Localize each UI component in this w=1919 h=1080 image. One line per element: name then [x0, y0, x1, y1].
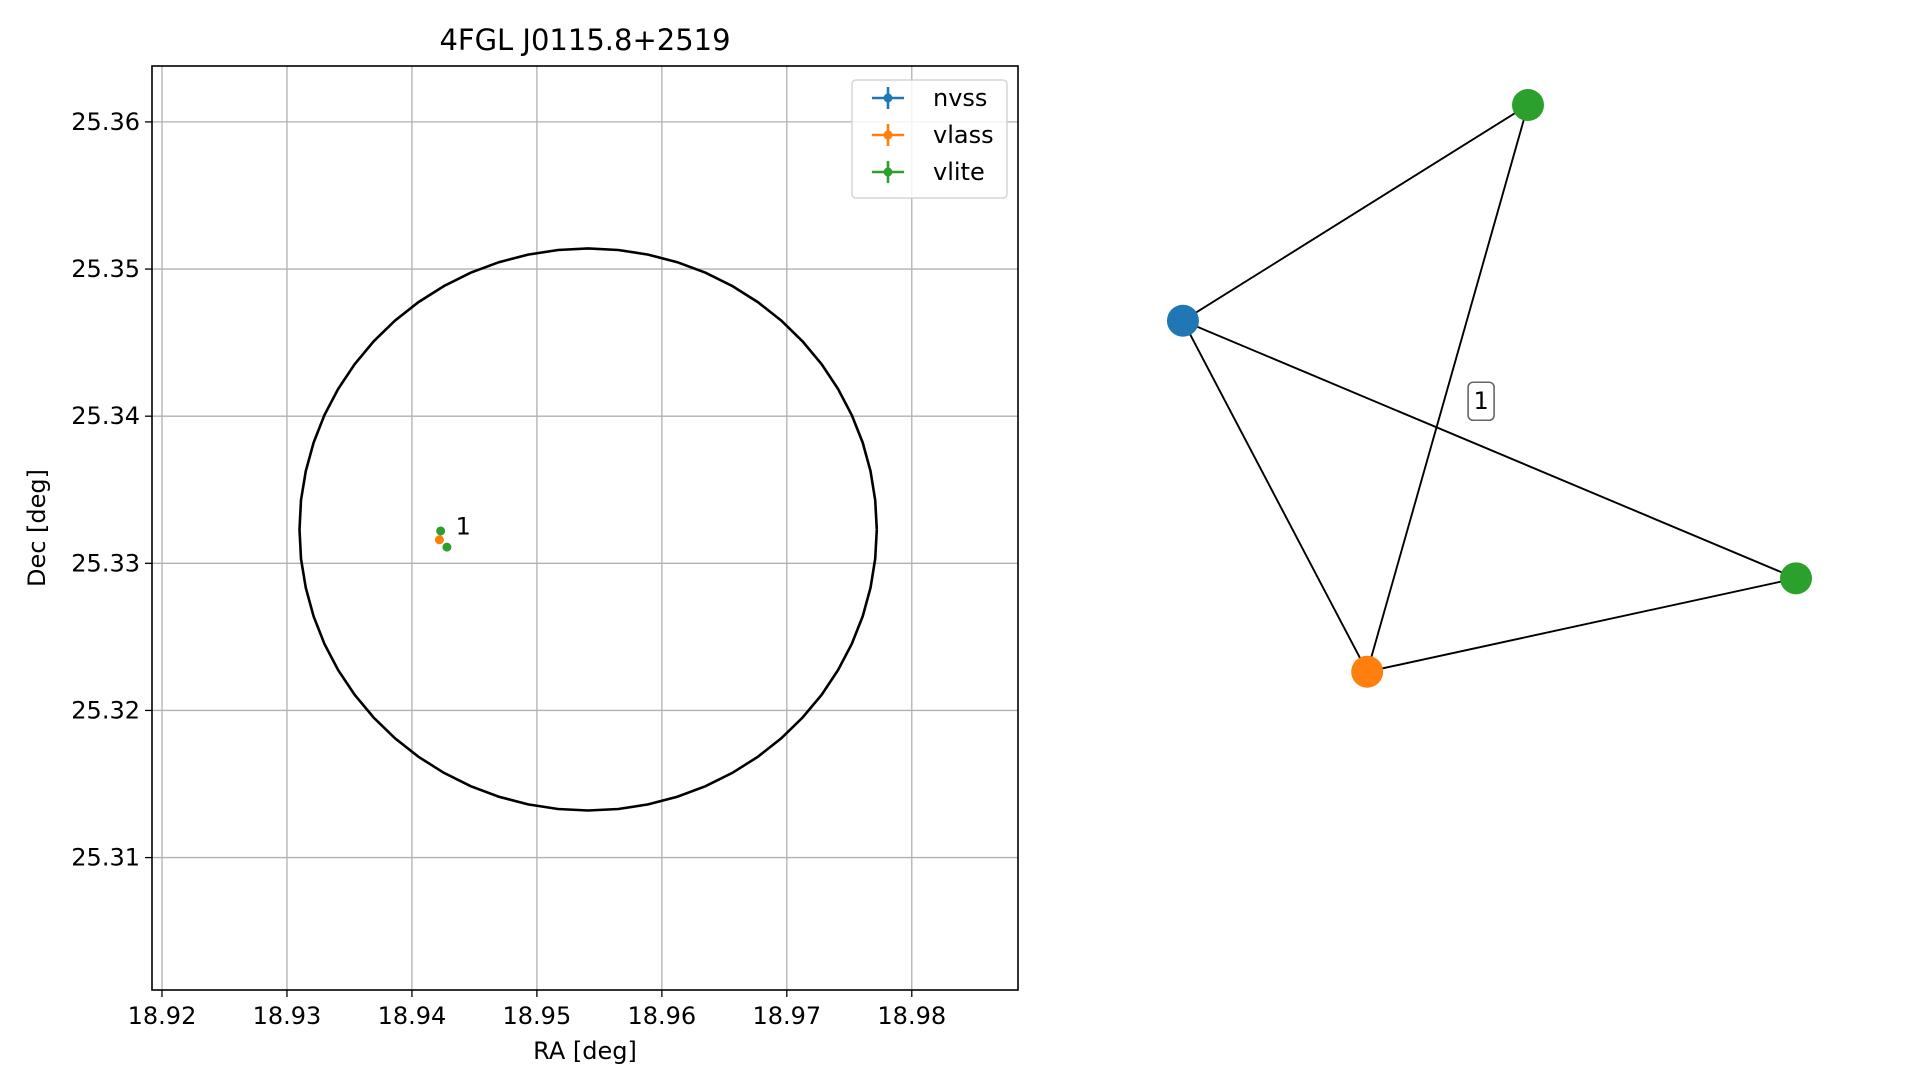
x-tick-label: 18.95: [503, 1002, 572, 1030]
node-vlite_a: [1512, 89, 1544, 121]
legend-marker-dot: [883, 93, 893, 103]
edge-vlass-vlite_b: [1366, 577, 1797, 673]
annotation-layer: 1: [456, 513, 471, 541]
edges-layer: [1182, 104, 1797, 673]
x-axis-label: RA [deg]: [533, 1037, 637, 1065]
legend-label: nvss: [933, 84, 987, 112]
x-axis-ticks: 18.92 18.93 18.94 18.95 18.96 18.97 18.98: [128, 990, 946, 1030]
x-tick-label: 18.92: [128, 1002, 197, 1030]
legend-entry-nvss: nvss: [872, 84, 987, 112]
edge-nvss-vlass: [1182, 320, 1369, 673]
legend: nvss vlass vlite: [851, 79, 1008, 199]
legend-label: vlite: [933, 158, 985, 186]
point-vlass: [434, 535, 444, 545]
edge-vlass-vlite_a: [1366, 104, 1529, 672]
x-tick-label: 18.98: [877, 1002, 946, 1030]
node-nvss: [1166, 304, 1199, 337]
points-layer: [434, 526, 452, 552]
legend-items: nvss vlass vlite: [872, 84, 994, 186]
y-tick-label: 25.36: [71, 108, 140, 136]
y-tick-label: 25.35: [71, 255, 140, 283]
y-axis-ticks: 25.31 25.32 25.33 25.34 25.35 25.36: [71, 108, 152, 872]
node-vlass: [1351, 655, 1384, 688]
point-vlite: [436, 526, 446, 536]
network-label-box: [1467, 381, 1495, 422]
chart-title: 4FGL J0115.8+2519: [439, 23, 730, 57]
ellipse-layer: [298, 247, 879, 812]
edge-nvss-vlite_a: [1182, 104, 1529, 322]
network-labels-layer: 1: [1467, 381, 1495, 422]
legend-entry-vlass: vlass: [872, 121, 994, 149]
x-tick-label: 18.93: [253, 1002, 322, 1030]
x-tick-label: 18.96: [627, 1002, 696, 1030]
y-tick-label: 25.33: [71, 549, 140, 577]
x-tick-label: 18.97: [752, 1002, 821, 1030]
grid: [152, 66, 1018, 990]
y-tick-label: 25.31: [71, 844, 140, 872]
network-label-text: 1: [1473, 387, 1488, 415]
legend-marker-dot: [883, 130, 893, 140]
y-tick-label: 25.32: [71, 696, 140, 724]
network-label: 1: [1467, 381, 1495, 422]
y-axis-label: Dec [deg]: [23, 469, 51, 587]
y-tick-label: 25.34: [71, 402, 140, 430]
edge-nvss-vlite_b: [1182, 319, 1797, 580]
nodes-layer: [1166, 89, 1812, 688]
legend-marker-dot: [883, 167, 893, 177]
network-graph: 1: [1166, 89, 1812, 688]
plot-area-frame: [151, 65, 1019, 991]
legend-label: vlass: [933, 121, 994, 149]
legend-entry-vlite: vlite: [872, 158, 985, 186]
point-annotation: 1: [456, 513, 471, 541]
point-vlite: [442, 542, 452, 552]
node-vlite_b: [1780, 562, 1812, 595]
localization-ellipse: [298, 247, 879, 812]
scatter-chart: 18.92 18.93 18.94 18.95 18.96 18.97 18.98 25.3…: [23, 23, 1019, 1065]
x-tick-label: 18.94: [378, 1002, 447, 1030]
